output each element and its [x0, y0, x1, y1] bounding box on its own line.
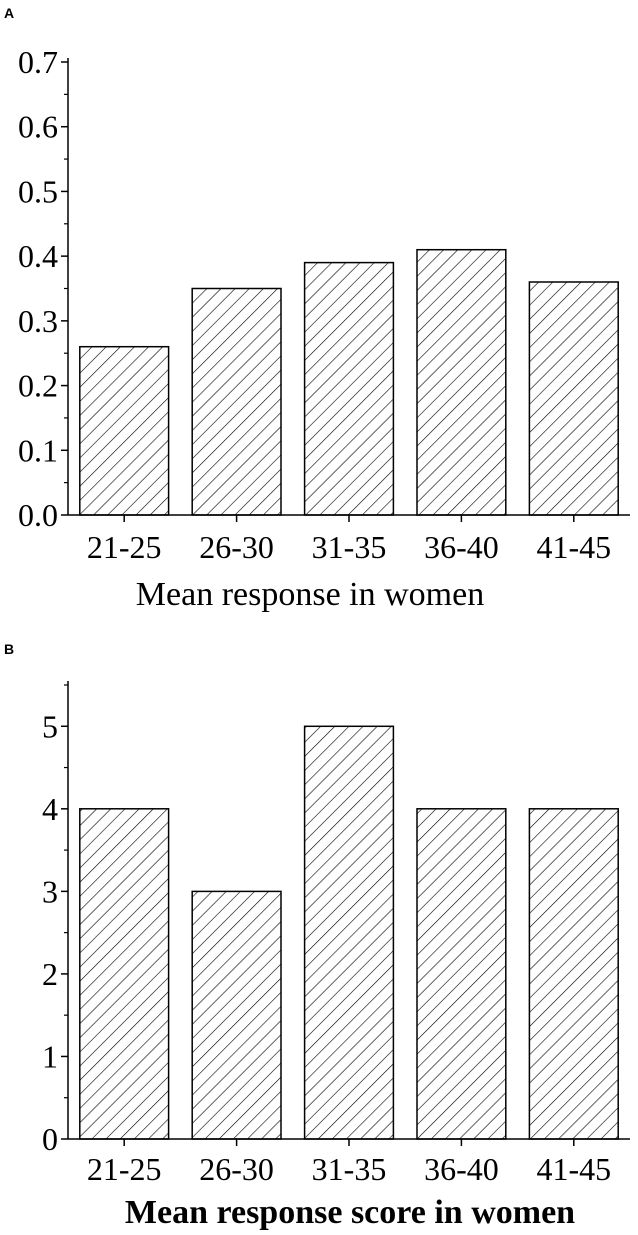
bars-group-a	[79, 248, 619, 516]
bar-21-25	[79, 808, 170, 1140]
x-category-label: 21-25	[87, 529, 162, 565]
bar-26-30	[191, 287, 282, 516]
panel-letter-a: A	[4, 5, 14, 21]
y-tick-label: 4	[42, 791, 58, 827]
x-category-labels-b: 21-25 26-30 31-35 36-40 41-45	[87, 1151, 611, 1187]
chart-panel-a: A 0.0 0.1 0.2 0.3 0.4 0.5 0.6 0.7 21-25 26-30 31-…	[4, 5, 630, 613]
y-tick-label: 0.2	[18, 368, 58, 404]
y-tick-labels-b: 0 1 2 3 4 5	[42, 708, 58, 1157]
y-tick-label: 0.6	[18, 109, 58, 145]
y-tick-label: 2	[42, 956, 58, 992]
bar-26-30	[191, 890, 282, 1140]
y-tick-label: 0.7	[18, 44, 58, 80]
y-tick-label: 0.3	[18, 303, 58, 339]
bar-31-35	[303, 261, 395, 516]
bar-36-40	[416, 808, 507, 1140]
chart-panel-b: B 0 1 2 3 4 5 21-25 26-30 31-35 36-40 41-45 Mean …	[4, 641, 630, 1231]
x-category-label: 31-35	[312, 529, 387, 565]
x-category-label: 21-25	[87, 1151, 162, 1187]
y-tick-label: 0.4	[18, 238, 58, 274]
x-axis-label-a: Mean response in women	[136, 576, 484, 613]
bars-group-b	[79, 725, 619, 1140]
bar-41-45	[528, 281, 619, 516]
y-tick-label: 0.5	[18, 173, 58, 209]
x-category-label: 26-30	[199, 529, 274, 565]
bar-21-25	[79, 345, 170, 516]
y-tick-label: 0	[42, 1121, 58, 1157]
x-category-label: 31-35	[312, 1151, 387, 1187]
bar-31-35	[303, 725, 395, 1140]
x-category-label: 26-30	[199, 1151, 274, 1187]
x-category-label: 36-40	[424, 529, 499, 565]
x-category-label: 36-40	[424, 1151, 499, 1187]
x-category-label: 41-45	[536, 1151, 611, 1187]
axes-a	[61, 58, 630, 522]
y-tick-label: 0.1	[18, 432, 58, 468]
y-tick-labels-a: 0.0 0.1 0.2 0.3 0.4 0.5 0.6 0.7	[18, 44, 58, 533]
x-axis-label-b: Mean response score in women	[125, 1194, 575, 1231]
x-category-labels-a: 21-25 26-30 31-35 36-40 41-45	[87, 529, 611, 565]
y-tick-label: 5	[42, 708, 58, 744]
panel-letter-b: B	[4, 641, 14, 657]
bar-41-45	[528, 808, 619, 1140]
y-tick-label: 1	[42, 1038, 58, 1074]
y-tick-label: 3	[42, 873, 58, 909]
bar-36-40	[416, 248, 507, 516]
y-tick-label: 0.0	[18, 497, 58, 533]
axes-b	[61, 681, 630, 1146]
x-category-label: 41-45	[536, 529, 611, 565]
